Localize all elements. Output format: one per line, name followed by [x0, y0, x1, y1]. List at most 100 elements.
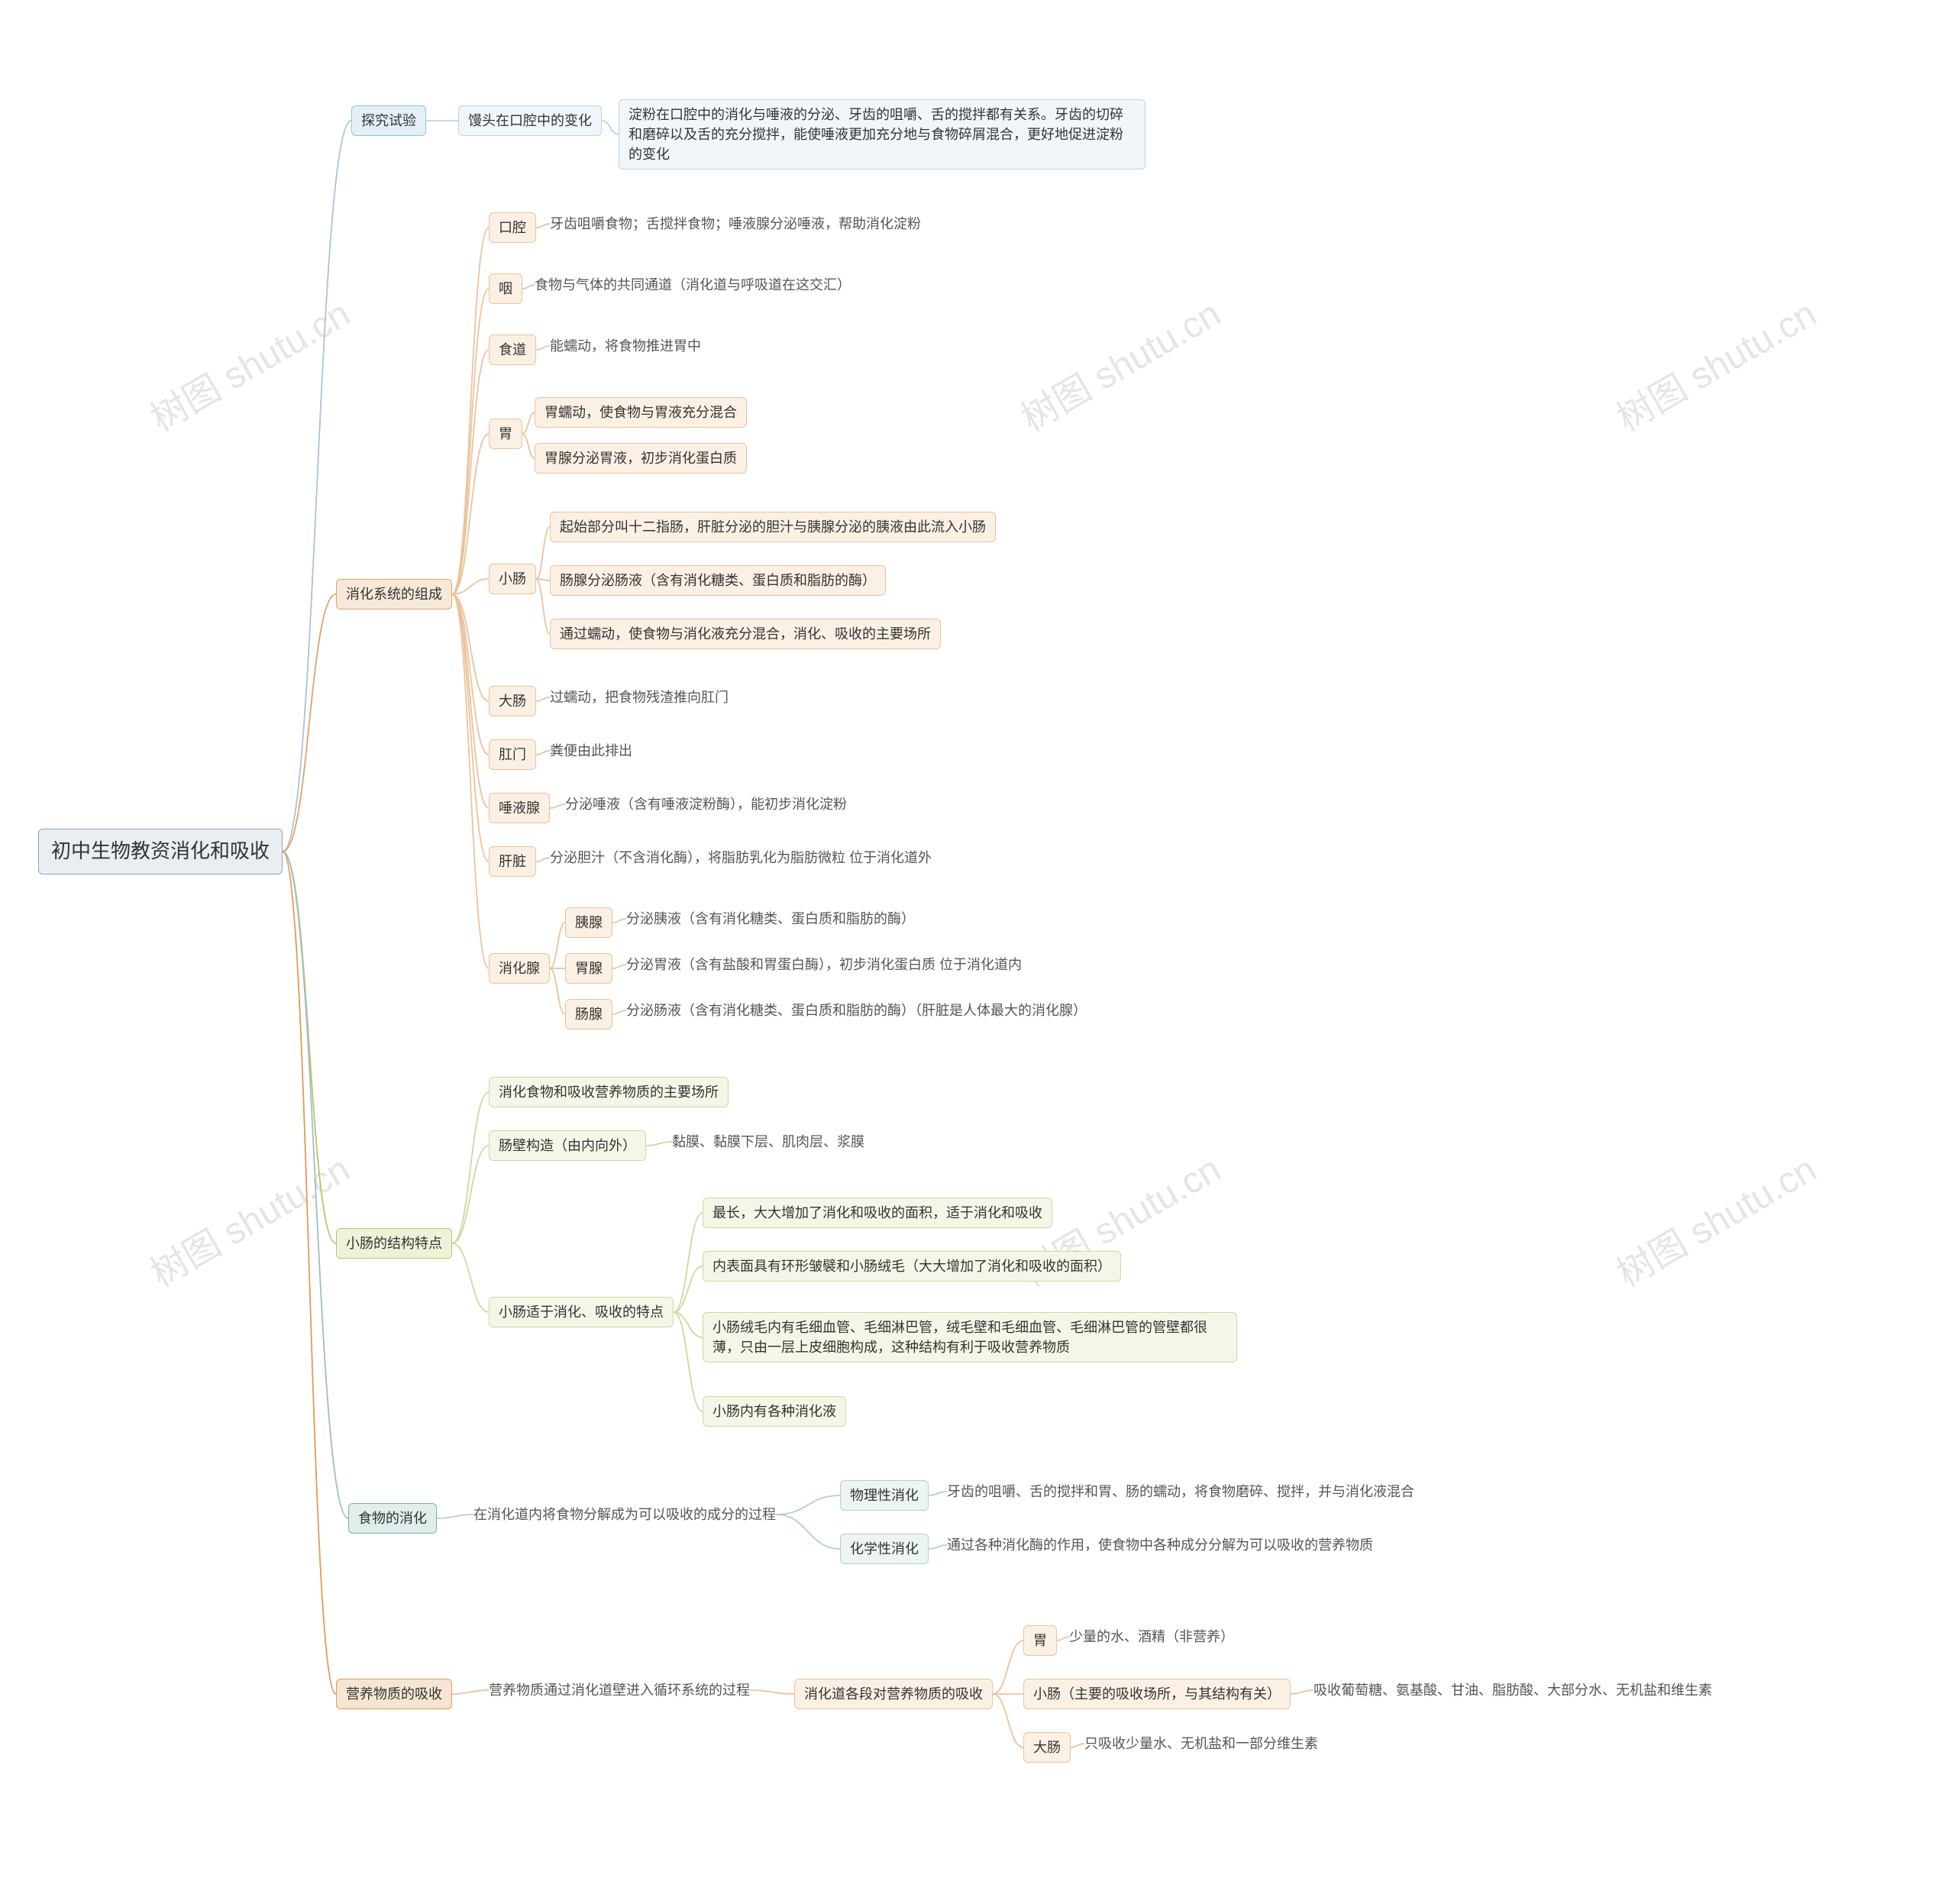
edge — [750, 1690, 794, 1694]
node-b2_xiaohua_chang_leaf: 分泌肠液（含有消化糖类、蛋白质和脂肪的酶）（肝脏是人体最大的消化腺） — [626, 1000, 1087, 1020]
node-b2_yan: 咽 — [489, 273, 522, 304]
node-b2_xiaochang_l1: 起始部分叫十二指肠，肝脏分泌的胆汁与胰腺分泌的胰液由此流入小肠 — [550, 512, 996, 542]
node-b1_1: 馒头在口腔中的变化 — [458, 105, 602, 136]
node-b4_desc: 在消化道内将食物分解成为可以吸收的成分的过程 — [473, 1505, 776, 1524]
edge — [452, 434, 489, 594]
node-b2_shidao_leaf: 能蠕动，将食物推进胃中 — [550, 336, 701, 356]
node-b2_dachang_leaf: 过蠕动，把食物残渣推向肛门 — [550, 687, 729, 707]
edge — [452, 594, 489, 861]
node-b5_xiao_leaf: 吸收葡萄糖、氨基酸、甘油、脂肪酸、大部分水、无机盐和维生素 — [1314, 1680, 1712, 1700]
node-b2_dachang: 大肠 — [489, 686, 536, 716]
edge — [1071, 1744, 1084, 1747]
node-b2_gan_leaf: 分泌胆汁（不含消化酶），将脂肪乳化为脂肪微粒 位于消化道外 — [550, 848, 932, 868]
node-b3_l2: 肠壁构造（由内向外） — [489, 1130, 646, 1161]
node-b2_tuoye: 唾液腺 — [489, 793, 550, 823]
node-b4: 食物的消化 — [348, 1503, 437, 1534]
node-b2: 消化系统的组成 — [336, 579, 452, 609]
node-b3_l3_c: 小肠绒毛内有毛细血管、毛细淋巴管，绒毛壁和毛细血管、毛细淋巴管的管壁都很薄，只由… — [703, 1312, 1237, 1363]
edge — [674, 1213, 703, 1312]
edge — [536, 697, 550, 701]
node-b5_desc: 营养物质通过消化道壁进入循环系统的过程 — [489, 1680, 750, 1700]
node-b2_xiaohua_wei_leaf: 分泌胃液（含有盐酸和胃蛋白酶），初步消化蛋白质 位于消化道内 — [626, 955, 1022, 975]
node-b2_yan_leaf: 食物与气体的共同通道（消化道与呼吸道在这交汇） — [535, 275, 851, 295]
edge — [646, 1142, 672, 1146]
edge — [602, 121, 619, 134]
node-b5_da_leaf: 只吸收少量水、无机盐和一部分维生素 — [1084, 1734, 1318, 1754]
edge — [536, 527, 550, 579]
node-b5_main: 消化道各段对营养物质的吸收 — [794, 1679, 993, 1709]
node-b1_1_leaf: 淀粉在口腔中的消化与唾液的分泌、牙齿的咀嚼、舌的搅拌都有关系。牙齿的切碎和磨碎以… — [619, 99, 1146, 170]
node-b5_wei_leaf: 少量的水、酒精（非营养） — [1069, 1627, 1234, 1647]
edge — [929, 1545, 947, 1549]
edge — [452, 1092, 489, 1243]
edge — [536, 224, 550, 228]
node-b2_xiaohua_wei: 胃腺 — [565, 953, 612, 984]
node-b2_kouqiang_leaf: 牙齿咀嚼食物；舌搅拌食物；唾液腺分泌唾液，帮助消化淀粉 — [550, 214, 921, 234]
node-b3: 小肠的结构特点 — [336, 1228, 452, 1259]
edge — [522, 412, 535, 434]
edge — [522, 285, 535, 289]
node-b5_da: 大肠 — [1023, 1732, 1071, 1763]
node-b4_wu: 物理性消化 — [840, 1480, 929, 1511]
edge — [452, 350, 489, 594]
node-b5: 营养物质的吸收 — [336, 1679, 452, 1709]
edge — [536, 579, 550, 634]
edge — [536, 751, 550, 755]
edge — [1291, 1690, 1314, 1694]
edge — [283, 852, 348, 1518]
edge — [612, 919, 626, 923]
node-b2_wei_l2: 胃腺分泌胃液，初步消化蛋白质 — [535, 443, 747, 474]
edge — [993, 1641, 1023, 1694]
edge — [993, 1694, 1023, 1747]
edge — [452, 228, 489, 594]
node-b2_wei_l1: 胃蠕动，使食物与胃液充分混合 — [535, 397, 747, 428]
node-b1: 探究试验 — [351, 105, 426, 136]
edge — [550, 804, 565, 808]
node-b2_xiaochang_l3: 通过蠕动，使食物与消化液充分混合，消化、吸收的主要场所 — [550, 619, 941, 649]
node-b4_wu_leaf: 牙齿的咀嚼、舌的搅拌和胃、肠的蠕动，将食物磨碎、搅拌，并与消化液混合 — [947, 1482, 1414, 1502]
edge — [452, 1146, 489, 1243]
edge — [612, 965, 626, 968]
node-b2_wei: 胃 — [489, 419, 522, 449]
node-b2_xiaochang_l2: 肠腺分泌肠液（含有消化糖类、蛋白质和脂肪的酶） — [550, 565, 886, 596]
edge — [550, 968, 565, 1014]
node-b2_kouqiang: 口腔 — [489, 212, 536, 243]
node-b2_xiaohua_yi: 胰腺 — [565, 907, 612, 938]
node-b2_xiaohua_chang: 肠腺 — [565, 999, 612, 1030]
edge — [522, 434, 535, 458]
edge — [674, 1312, 703, 1411]
edge — [776, 1514, 840, 1549]
node-b2_tuoye_leaf: 分泌唾液（含有唾液淀粉酶），能初步消化淀粉 — [565, 794, 847, 814]
node-b4_hua_leaf: 通过各种消化酶的作用，使食物中各种成分分解为可以吸收的营养物质 — [947, 1535, 1373, 1555]
edge — [776, 1495, 840, 1514]
node-root: 初中生物教资消化和吸收 — [38, 829, 283, 874]
edge — [550, 923, 565, 968]
edge — [452, 1243, 489, 1312]
node-b2_gan: 肝脏 — [489, 846, 536, 877]
edge — [612, 1010, 626, 1014]
edge — [437, 1514, 473, 1518]
edge — [452, 1690, 489, 1694]
node-b2_xiaochang: 小肠 — [489, 564, 536, 594]
node-b5_wei: 胃 — [1023, 1625, 1057, 1656]
node-b3_l3: 小肠适于消化、吸收的特点 — [489, 1297, 674, 1327]
node-b3_l2_leaf: 黏膜、黏膜下层、肌肉层、浆膜 — [672, 1132, 864, 1152]
node-b5_xiao: 小肠（主要的吸收场所，与其结构有关） — [1023, 1679, 1291, 1709]
connector-layer — [0, 0, 1955, 1904]
node-b3_l1: 消化食物和吸收营养物质的主要场所 — [489, 1077, 729, 1107]
edge — [674, 1266, 703, 1312]
edge — [283, 852, 336, 1243]
node-b4_hua: 化学性消化 — [840, 1534, 929, 1564]
node-b2_xiaohua_yi_leaf: 分泌胰液（含有消化糖类、蛋白质和脂肪的酶） — [626, 909, 915, 929]
edge — [536, 858, 550, 861]
node-b3_l3_d: 小肠内有各种消化液 — [703, 1396, 846, 1427]
node-b2_gangmen: 肛门 — [489, 739, 536, 770]
edge — [1057, 1637, 1069, 1641]
edge — [452, 289, 489, 594]
node-b3_l3_a: 最长，大大增加了消化和吸收的面积，适于消化和吸收 — [703, 1198, 1052, 1228]
edge — [929, 1492, 947, 1495]
edge — [283, 852, 336, 1694]
node-b2_gangmen_leaf: 粪便由此排出 — [550, 741, 632, 761]
node-b2_shidao: 食道 — [489, 335, 536, 365]
node-b3_l3_b: 内表面具有环形皱襞和小肠绒毛（大大增加了消化和吸收的面积） — [703, 1251, 1121, 1282]
